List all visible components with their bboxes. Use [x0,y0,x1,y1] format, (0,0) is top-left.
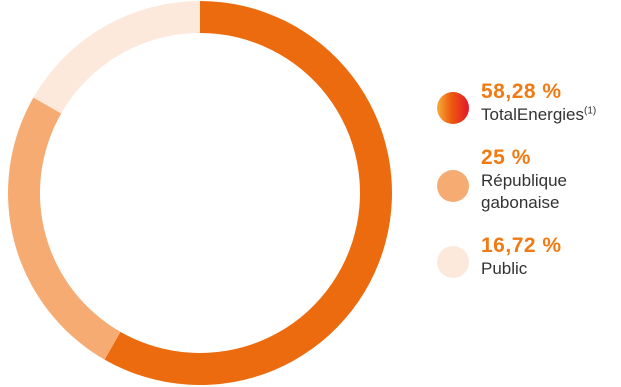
legend-item-totalenergies: 58,28 % TotalEnergies(1) [437,80,617,126]
legend-label-public: Public [481,259,528,278]
legend-value-public: 16,72 % [481,234,562,257]
legend-swatch-public [437,246,469,278]
legend-label-republique-gabonaise: République gabonaise [481,171,568,212]
legend-value-republique-gabonaise: 25 % [481,146,531,169]
legend-swatch-totalenergies [437,92,469,124]
donut-slices [8,1,392,385]
legend-swatch-republique-gabonaise [437,170,469,202]
legend-item-public: 16,72 % Public [437,234,617,280]
legend-item-republique-gabonaise: 25 % République gabonaise [437,146,617,214]
donut-slice-2 [33,1,200,114]
donut-svg [8,1,392,385]
legend-value-totalenergies: 58,28 % [481,80,562,103]
legend-label-totalenergies: TotalEnergies(1) [481,105,597,124]
donut-slice-1 [8,97,121,360]
chart-legend: 58,28 % TotalEnergies(1) 25 % République… [437,80,617,300]
donut-slice-0 [104,1,392,385]
legend-footnote-marker: (1) [584,105,597,117]
